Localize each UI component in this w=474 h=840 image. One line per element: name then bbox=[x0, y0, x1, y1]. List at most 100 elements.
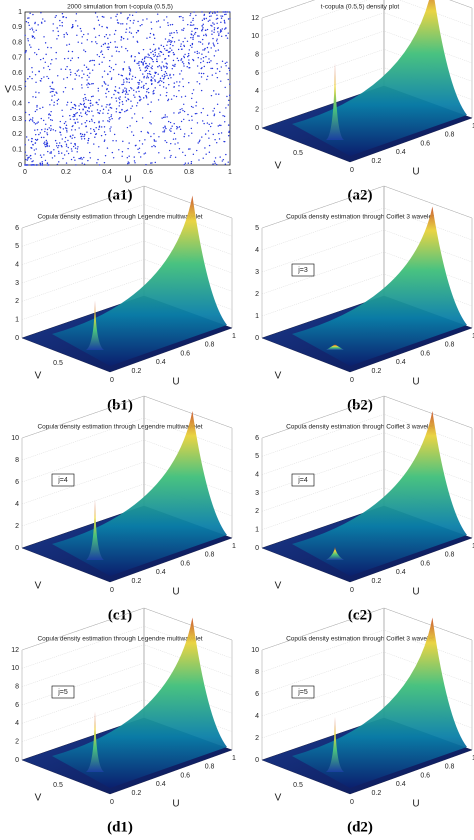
scatter-dot bbox=[87, 99, 90, 101]
scatter-dot bbox=[34, 142, 37, 144]
scatter-dot bbox=[92, 82, 94, 85]
scatter-dot bbox=[224, 62, 227, 65]
scatter-dot bbox=[24, 80, 27, 83]
scatter-dot bbox=[52, 88, 54, 90]
scatter-dot bbox=[74, 147, 77, 149]
scatter-dot bbox=[170, 77, 172, 79]
scatter-dot bbox=[182, 78, 184, 80]
scatter-dot bbox=[130, 107, 132, 110]
scatter-dot bbox=[138, 79, 141, 81]
scatter-dot bbox=[57, 145, 60, 147]
scatter-dot bbox=[161, 75, 164, 77]
scatter-dot bbox=[162, 77, 165, 80]
scatter-dot bbox=[182, 41, 184, 43]
scatter-dot bbox=[213, 113, 216, 115]
scatter-dot bbox=[128, 73, 131, 76]
scatter-dot bbox=[121, 83, 123, 86]
scatter-dot bbox=[70, 108, 72, 111]
scatter-dot bbox=[128, 67, 131, 70]
scatter-dot bbox=[43, 136, 45, 139]
scatter-dot bbox=[108, 120, 110, 123]
scatter-dot bbox=[66, 127, 68, 130]
scatter-dot bbox=[96, 109, 99, 111]
z-tick-label: 5 bbox=[15, 243, 19, 250]
scatter-dot bbox=[83, 133, 86, 136]
scatter-dot bbox=[130, 87, 132, 89]
scatter-dot bbox=[103, 81, 105, 83]
scatter-dot bbox=[179, 108, 181, 111]
scatter-dot bbox=[117, 91, 119, 94]
scatter-dot bbox=[98, 121, 100, 124]
scatter-dot bbox=[189, 24, 192, 26]
scatter-dot bbox=[105, 106, 107, 108]
scatter-dot bbox=[196, 65, 199, 67]
scatter-dot bbox=[206, 61, 209, 64]
scatter-dot bbox=[145, 56, 147, 58]
scatter-dot bbox=[126, 78, 128, 81]
scatter-dot bbox=[56, 103, 59, 105]
scatter-dot bbox=[142, 97, 145, 99]
scatter-dot bbox=[84, 122, 86, 124]
scatter-dot bbox=[203, 122, 205, 125]
scatter-dot bbox=[168, 55, 170, 57]
scatter-dot bbox=[143, 77, 145, 79]
scatter-dot bbox=[126, 126, 129, 129]
scatter-dot bbox=[172, 138, 175, 140]
surface-spike bbox=[86, 300, 104, 350]
scatter-dot bbox=[228, 131, 230, 134]
scatter-dot bbox=[45, 123, 47, 125]
scatter-dot bbox=[103, 126, 106, 128]
scatter-dot bbox=[118, 149, 120, 151]
z-tick-label: 8 bbox=[255, 52, 259, 59]
scatter-dot bbox=[128, 72, 131, 74]
scatter-dot bbox=[189, 14, 191, 17]
scatter-dot bbox=[204, 29, 207, 32]
scatter-dot bbox=[205, 17, 207, 20]
scatter-dot bbox=[28, 24, 30, 27]
surface-peak bbox=[292, 0, 467, 156]
scatter-dot bbox=[210, 60, 212, 62]
scatter-dot bbox=[53, 155, 56, 157]
scatter-dot bbox=[146, 75, 149, 77]
scatter-dot bbox=[169, 73, 171, 76]
scatter-dot bbox=[57, 75, 59, 77]
scatter-dot bbox=[72, 134, 74, 136]
scatter-dot bbox=[196, 81, 198, 83]
scatter-dot bbox=[121, 155, 123, 157]
scatter-dot bbox=[187, 55, 189, 58]
scatter-dot bbox=[203, 49, 206, 51]
scatter-dot bbox=[152, 91, 154, 93]
scatter-dot bbox=[190, 33, 192, 35]
scatter-dot bbox=[153, 89, 155, 92]
scatter-dot bbox=[109, 59, 111, 62]
scatter-dot bbox=[28, 17, 30, 19]
scatter-dot bbox=[220, 35, 223, 38]
scatter-dot bbox=[77, 146, 79, 148]
scatter-dot bbox=[82, 98, 85, 100]
scatter-dot bbox=[92, 115, 94, 117]
scatter-dot bbox=[162, 127, 165, 129]
scatter-dot bbox=[213, 55, 216, 57]
scatter-dot bbox=[30, 157, 32, 160]
scatter-dot bbox=[49, 152, 51, 154]
scatter-dot bbox=[98, 164, 101, 166]
scatter-dot bbox=[119, 96, 121, 98]
scatter-dot bbox=[160, 66, 162, 68]
scatter-dot bbox=[31, 35, 33, 37]
scatter-dot bbox=[127, 16, 129, 19]
scatter-dot bbox=[51, 95, 53, 97]
scatter-dot bbox=[148, 63, 151, 65]
scatter-dot bbox=[98, 34, 100, 37]
scatter-dot bbox=[28, 44, 31, 46]
scatter-dot bbox=[82, 109, 84, 111]
scatter-dot bbox=[24, 34, 26, 36]
scatter-dot bbox=[118, 87, 121, 89]
scatter-dot bbox=[125, 28, 128, 30]
scatter-dot bbox=[47, 150, 49, 153]
scatter-dot bbox=[166, 44, 168, 46]
scatter-dot bbox=[201, 29, 203, 32]
scatter-dot bbox=[143, 84, 145, 87]
scatter-dot bbox=[168, 51, 170, 53]
scatter-dot bbox=[216, 22, 218, 24]
scatter-dot bbox=[74, 159, 76, 161]
